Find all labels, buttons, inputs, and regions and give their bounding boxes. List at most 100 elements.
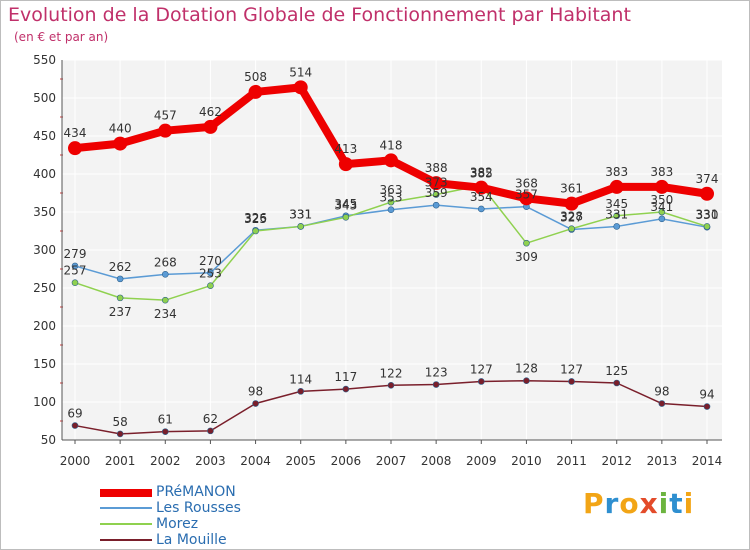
data-point [432, 201, 440, 209]
data-point [293, 80, 308, 95]
data-point [207, 427, 214, 435]
legend-swatch-la-mouille [100, 539, 152, 541]
data-point [658, 400, 666, 407]
data-label: 326 [244, 211, 267, 225]
data-point [568, 225, 575, 233]
data-label: 388 [425, 161, 448, 175]
data-label: 330 [696, 208, 719, 222]
data-label: 327 [560, 210, 583, 224]
data-point [387, 198, 395, 206]
data-point [654, 179, 669, 194]
data-point [203, 119, 218, 134]
data-point [523, 377, 530, 385]
data-label: 325 [244, 212, 267, 226]
chart-title: Evolution de la Dotation Globale de Fonc… [8, 4, 631, 26]
data-point [252, 400, 259, 407]
data-label: 69 [67, 407, 82, 421]
logo-letter: o [619, 487, 640, 520]
x-tick-label: 2006 [331, 454, 362, 468]
x-tick-label: 2003 [195, 454, 226, 468]
data-label: 418 [380, 138, 403, 152]
y-tick-label: 350 [33, 205, 56, 219]
logo-letter: i [658, 487, 670, 520]
data-point [161, 428, 169, 435]
legend-item-les-rousses: Les Rousses [100, 500, 360, 516]
data-point [613, 212, 621, 220]
data-point [207, 282, 214, 290]
data-label: 368 [515, 176, 538, 190]
logo-letter: x [639, 487, 659, 520]
data-label: 341 [650, 200, 673, 214]
data-label: 508 [244, 70, 267, 84]
data-label: 127 [470, 362, 493, 376]
x-tick-label: 2008 [421, 454, 452, 468]
legend-label: Morez [156, 516, 199, 532]
legend-label: La Mouille [156, 532, 227, 548]
chart-subtitle: (en € et par an) [14, 30, 109, 44]
data-point [387, 206, 395, 214]
logo-letter: r [604, 487, 620, 520]
data-label: 331 [696, 207, 719, 221]
x-tick-label: 2013 [647, 454, 678, 468]
legend-swatch-morez [100, 523, 152, 525]
data-label: 309 [515, 250, 538, 264]
data-point [116, 275, 124, 283]
data-label: 268 [154, 255, 177, 269]
data-label: 127 [560, 362, 583, 376]
data-point [297, 388, 305, 395]
legend-swatch-premanon [100, 489, 152, 497]
data-point [384, 153, 398, 168]
y-tick-label: 100 [33, 395, 56, 409]
x-tick-label: 2007 [376, 454, 407, 468]
data-label: 61 [158, 413, 173, 427]
x-tick-label: 2010 [511, 454, 542, 468]
data-point [609, 179, 624, 194]
data-label: 359 [425, 186, 448, 200]
y-tick-label: 550 [33, 53, 56, 67]
x-tick-label: 2009 [466, 454, 497, 468]
data-label: 413 [334, 142, 357, 156]
data-point [207, 269, 214, 277]
data-label: 382 [470, 166, 493, 180]
data-label: 440 [109, 122, 132, 136]
x-tick-label: 2002 [150, 454, 181, 468]
y-tick-label: 250 [33, 281, 56, 295]
x-tick-label: 2004 [240, 454, 271, 468]
data-label: 122 [380, 366, 403, 380]
data-label: 331 [289, 207, 312, 221]
data-label: 262 [109, 260, 132, 274]
data-point [338, 157, 353, 172]
y-tick-label: 300 [33, 243, 56, 257]
data-label: 253 [199, 267, 222, 281]
y-tick-label: 500 [33, 91, 56, 105]
data-label: 345 [334, 197, 357, 211]
data-point [613, 223, 621, 230]
data-point [703, 223, 711, 230]
y-tick-label: 50 [41, 433, 56, 447]
data-point [523, 239, 530, 247]
data-point [613, 379, 621, 387]
data-point [158, 123, 173, 138]
data-point [703, 403, 711, 410]
x-tick-label: 2000 [60, 454, 91, 468]
data-point [161, 296, 169, 304]
data-label: 257 [64, 264, 87, 278]
legend: PRéMANON Les Rousses Morez La Mouille [100, 484, 360, 548]
data-label: 361 [560, 182, 583, 196]
data-point [116, 430, 124, 438]
data-point [116, 294, 124, 302]
x-tick-label: 2001 [105, 454, 136, 468]
data-label: 357 [515, 188, 538, 202]
data-label: 125 [605, 364, 628, 378]
data-point [432, 191, 440, 198]
data-point [71, 262, 79, 270]
data-point [658, 208, 666, 216]
legend-label: Les Rousses [156, 500, 241, 516]
y-tick-label: 200 [33, 319, 56, 333]
data-label: 117 [334, 370, 357, 384]
data-label: 373 [425, 176, 448, 190]
data-point [113, 136, 128, 151]
data-point [568, 378, 575, 385]
y-tick-label: 400 [33, 167, 56, 181]
